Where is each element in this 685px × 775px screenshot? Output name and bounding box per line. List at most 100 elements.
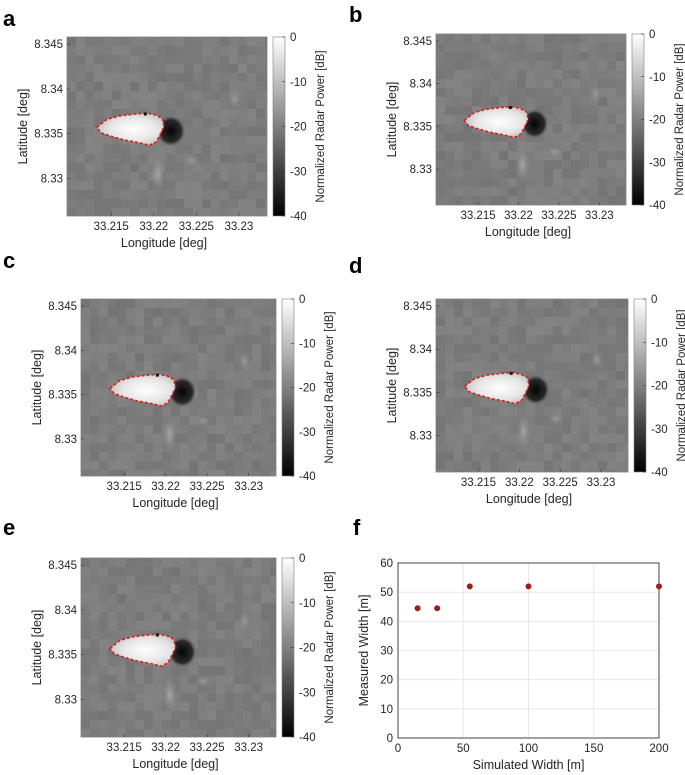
speckle-cell	[171, 711, 180, 720]
speckle-cell	[171, 603, 180, 612]
speckle-cell	[153, 729, 162, 737]
speckle-cell	[81, 389, 90, 398]
speckle-cell	[526, 335, 535, 344]
speckle-cell	[252, 317, 261, 326]
speckle-cell	[526, 461, 535, 470]
speckle-cell	[166, 190, 175, 199]
speckle-cell	[225, 299, 234, 308]
speckle-cell	[207, 720, 216, 729]
speckle-cell	[99, 657, 108, 666]
colorbar-tick-label: -30	[299, 427, 316, 439]
colorbar-tick-label: -20	[299, 643, 316, 655]
speckle-cell	[261, 630, 270, 639]
speckle-cell	[99, 452, 108, 461]
speckle-cell	[238, 64, 247, 73]
speckle-cell	[616, 443, 625, 452]
speckle-cell	[544, 43, 553, 52]
speckle-cell	[162, 720, 171, 729]
speckle-cell	[175, 82, 184, 91]
speckle-cell	[117, 362, 126, 371]
speckle-cell	[472, 142, 481, 151]
speckle-cell	[571, 461, 580, 470]
speckle-cell	[598, 344, 607, 353]
speckle-cell	[616, 178, 625, 187]
speckle-cell	[508, 151, 517, 160]
radar-image-a	[67, 37, 267, 216]
speckle-cell	[270, 675, 276, 684]
x-axis-label: Longitude [deg]	[132, 496, 218, 510]
speckle-cell	[454, 142, 463, 151]
speckle-cell	[198, 711, 207, 720]
x-tick-label: 33.22	[504, 210, 533, 222]
speckle-cell	[112, 82, 121, 91]
speckle-cell	[616, 470, 625, 472]
speckle-cell	[270, 648, 276, 657]
speckle-cell	[234, 371, 243, 380]
speckle-cell	[553, 97, 562, 106]
speckle-cell	[94, 208, 103, 216]
speckle-cell	[625, 362, 628, 371]
speckle-cell	[94, 55, 103, 64]
speckle-cell	[508, 317, 517, 326]
speckle-cell	[598, 43, 607, 52]
speckle-cell	[229, 181, 238, 190]
speckle-cell	[445, 34, 454, 43]
speckle-cell	[67, 172, 76, 181]
speckle-cell	[616, 317, 625, 326]
speckle-cell	[589, 187, 598, 196]
speckle-cell	[544, 61, 553, 70]
speckle-cell	[472, 335, 481, 344]
speckle-cell	[463, 416, 472, 425]
speckle-cell	[135, 344, 144, 353]
speckle-cell	[81, 344, 90, 353]
speckle-cell	[589, 133, 598, 142]
speckle-cell	[238, 46, 247, 55]
speckle-cell	[198, 407, 207, 416]
speckle-cell	[445, 115, 454, 124]
speckle-cell	[211, 181, 220, 190]
speckle-cell	[207, 308, 216, 317]
speckle-cell	[463, 142, 472, 151]
y-tick-label: 8.34	[55, 605, 78, 617]
speckle-cell	[76, 55, 85, 64]
speckle-cell	[108, 657, 117, 666]
speckle-cell	[265, 163, 267, 172]
speckle-cell	[171, 612, 180, 621]
speckle-cell	[225, 407, 234, 416]
speckle-cell	[225, 711, 234, 720]
speckle-cell	[472, 169, 481, 178]
speckle-cell	[472, 443, 481, 452]
speckle-cell	[589, 34, 598, 43]
speckle-cell	[216, 567, 225, 576]
speckle-cell	[234, 461, 243, 470]
speckle-cell	[589, 452, 598, 461]
y-axis-label: Latitude [deg]	[16, 89, 30, 165]
speckle-cell	[454, 407, 463, 416]
speckle-cell	[81, 434, 90, 443]
speckle-cell	[180, 371, 189, 380]
speckle-cell	[499, 142, 508, 151]
speckle-cell	[144, 470, 153, 476]
speckle-cell	[535, 443, 544, 452]
speckle-cell	[562, 461, 571, 470]
speckle-cell	[144, 461, 153, 470]
speckle-cell	[553, 362, 562, 371]
speckle-cell	[508, 142, 517, 151]
speckle-cell	[562, 97, 571, 106]
speckle-cell	[99, 603, 108, 612]
bright-echo-right	[589, 347, 605, 372]
speckle-cell	[99, 425, 108, 434]
speckle-cell	[490, 353, 499, 362]
speckle-cell	[571, 371, 580, 380]
speckle-cell	[535, 299, 544, 308]
speckle-cell	[211, 91, 220, 100]
speckle-cell	[171, 585, 180, 594]
speckle-cell	[90, 630, 99, 639]
speckle-cell	[189, 335, 198, 344]
speckle-cell	[526, 151, 535, 160]
speckle-cell	[508, 407, 517, 416]
target-outline	[95, 112, 165, 147]
speckle-cell	[130, 46, 139, 55]
speckle-cell	[265, 136, 267, 145]
speckle-cell	[144, 434, 153, 443]
